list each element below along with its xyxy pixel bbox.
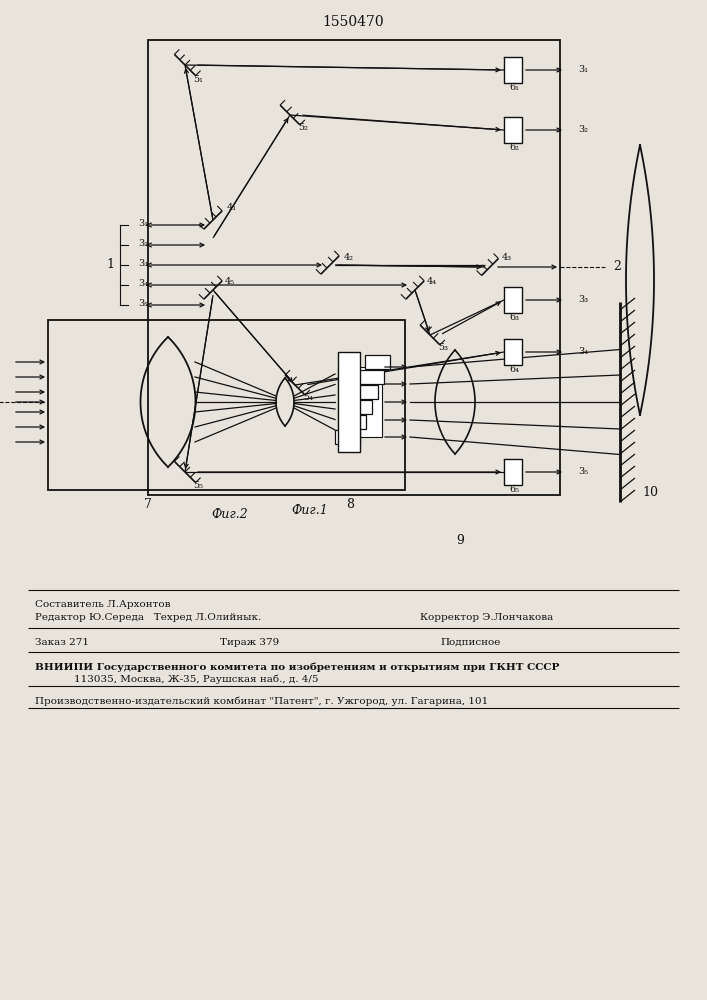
Text: 4₃: 4₃	[502, 252, 512, 261]
Bar	[365, 355, 390, 369]
Text: 6₄: 6₄	[509, 364, 519, 373]
Text: 4₅: 4₅	[225, 277, 235, 286]
Text: 3₂: 3₂	[138, 238, 148, 247]
Text: 2: 2	[613, 260, 621, 273]
Text: ВНИИПИ Государственного комитета по изобретениям и открытиям при ГКНТ СССР: ВНИИПИ Государственного комитета по изоб…	[35, 662, 559, 672]
Bar	[504, 57, 522, 83]
Text: Тираж 379: Тираж 379	[220, 638, 279, 647]
Text: 3₁: 3₁	[578, 64, 588, 74]
Text: 3₅: 3₅	[578, 466, 588, 476]
Text: 3₁: 3₁	[138, 219, 148, 228]
Text: 9: 9	[456, 534, 464, 546]
Text: 4₂: 4₂	[344, 252, 354, 261]
Text: Корректор Э.Лончакова: Корректор Э.Лончакова	[420, 613, 554, 622]
Text: 5₄: 5₄	[303, 392, 313, 401]
Bar	[353, 385, 378, 399]
Text: Заказ 271: Заказ 271	[35, 638, 89, 647]
Text: 5₃: 5₃	[438, 342, 448, 352]
Text: 1550470: 1550470	[322, 15, 384, 29]
Text: 6₃: 6₃	[509, 312, 519, 322]
Bar	[341, 415, 366, 429]
Text: 3₄: 3₄	[578, 347, 588, 356]
Text: Фиг.1: Фиг.1	[291, 504, 328, 516]
Bar	[335, 430, 360, 444]
Text: Фиг.2: Фиг.2	[211, 508, 248, 522]
Text: Производственно-издательский комбинат "Патент", г. Ужгород, ул. Гагарина, 101: Производственно-издательский комбинат "П…	[35, 696, 489, 706]
Text: 5₁: 5₁	[193, 75, 203, 84]
Bar	[148, 40, 560, 495]
Text: 5₂: 5₂	[298, 122, 308, 131]
Text: 7: 7	[144, 497, 152, 510]
Text: 3₃: 3₃	[138, 258, 148, 267]
Text: 6₁: 6₁	[509, 83, 519, 92]
Bar	[338, 367, 382, 437]
Bar	[504, 459, 522, 485]
Bar	[359, 370, 384, 384]
Bar	[504, 339, 522, 365]
Bar	[48, 320, 405, 490]
Text: 4₁: 4₁	[227, 204, 237, 213]
Text: 5₅: 5₅	[193, 482, 203, 490]
Text: 1: 1	[106, 258, 114, 271]
Text: 6₂: 6₂	[509, 142, 519, 151]
Text: Подписное: Подписное	[440, 638, 501, 647]
Text: Редактор Ю.Середа   Техред Л.Олийнык.: Редактор Ю.Середа Техред Л.Олийнык.	[35, 613, 262, 622]
Text: 4₄: 4₄	[427, 277, 437, 286]
Text: 8: 8	[346, 497, 354, 510]
Text: 6₅: 6₅	[509, 485, 519, 493]
Text: 3₂: 3₂	[578, 124, 588, 133]
Text: 10: 10	[642, 486, 658, 498]
Bar	[504, 117, 522, 143]
Bar	[347, 400, 372, 414]
Bar	[338, 352, 360, 452]
Text: 3₃: 3₃	[578, 294, 588, 304]
Text: 3₅: 3₅	[138, 298, 148, 308]
Text: Составитель Л.Архонтов: Составитель Л.Архонтов	[35, 600, 170, 609]
Text: 113035, Москва, Ж-35, Раушская наб., д. 4/5: 113035, Москва, Ж-35, Раушская наб., д. …	[35, 674, 318, 684]
Text: 3₄: 3₄	[138, 278, 148, 288]
Bar	[504, 287, 522, 313]
